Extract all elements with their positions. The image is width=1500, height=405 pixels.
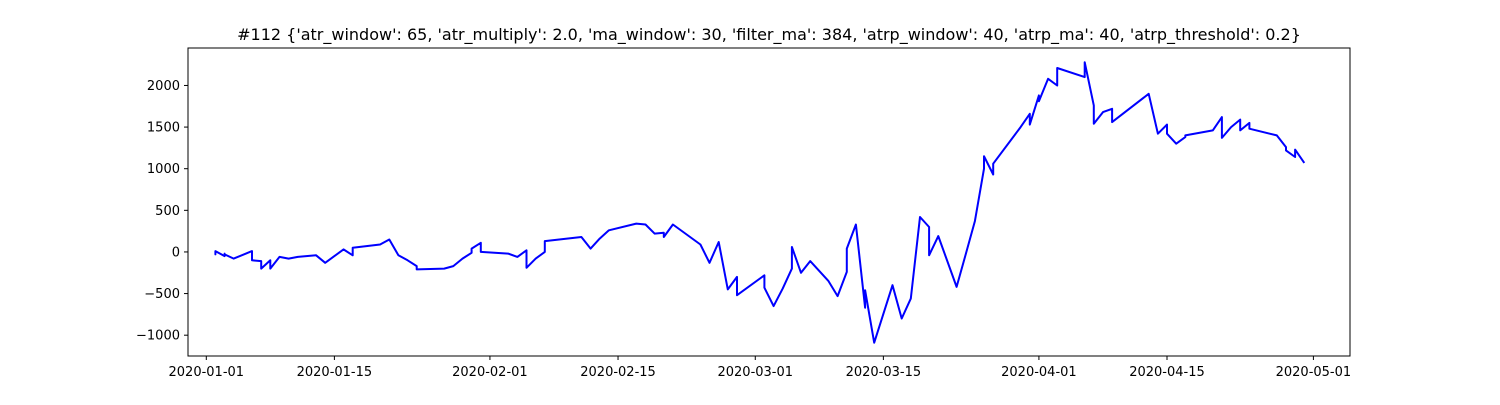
y-tick-label-3: 500 [155, 204, 180, 219]
series-line-0 [214, 61, 1306, 344]
y-tick-label-1: −500 [144, 287, 180, 302]
x-tick-label-1: 2020-01-15 [297, 365, 373, 380]
y-tick-label-0: −1000 [136, 329, 180, 344]
x-tick-label-0: 2020-01-01 [169, 365, 245, 380]
x-tick-label-7: 2020-04-15 [1129, 365, 1205, 380]
y-tick-label-5: 1500 [147, 121, 180, 136]
x-tick-label-5: 2020-03-15 [846, 365, 922, 380]
plot-area: 2020-01-01 2020-01-15 2020-02-01 2020-02-15… [136, 47, 1352, 380]
x-tick-label-8: 2020-05-01 [1276, 365, 1352, 380]
axes-frame [187, 47, 1351, 357]
y-tick-label-4: 1000 [147, 162, 180, 177]
y-tick-label-6: 2000 [147, 79, 180, 94]
chart-title: #112 {'atr_window': 65, 'atr_multiply': … [237, 25, 1301, 45]
x-tick-label-4: 2020-03-01 [717, 365, 793, 380]
y-tick-label-2: 0 [172, 245, 180, 260]
x-tick-label-2: 2020-02-01 [452, 365, 528, 380]
x-tick-label-6: 2020-04-01 [1001, 365, 1077, 380]
x-tick-label-3: 2020-02-15 [580, 365, 656, 380]
